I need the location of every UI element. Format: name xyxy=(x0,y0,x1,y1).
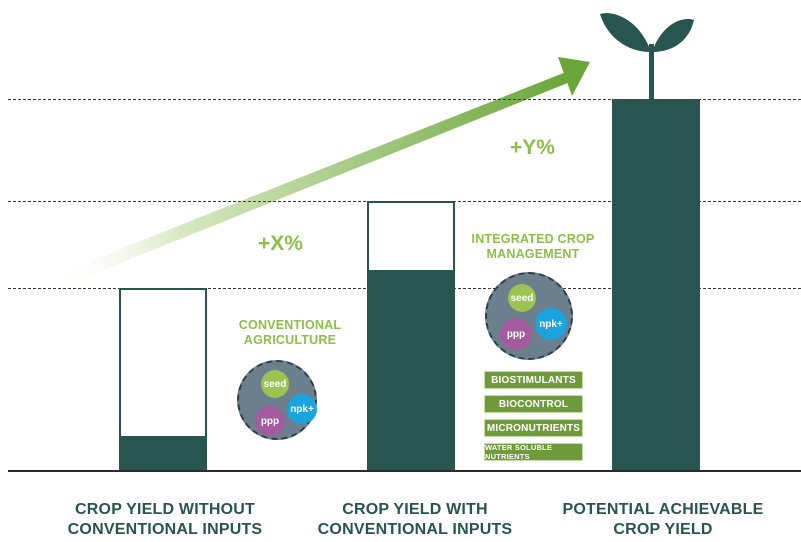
sprout-icon xyxy=(600,13,694,100)
category-potential: POTENTIAL ACHIEVABLE CROP YIELD xyxy=(562,501,764,538)
bar-without-inputs-fill xyxy=(121,436,205,468)
tag-biostimulants: BIOSTIMULANTS xyxy=(484,371,583,389)
seed-bubble: seed xyxy=(261,370,289,398)
conventional-agriculture-label: CONVENTIONAL AGRICULTURE xyxy=(238,318,342,347)
ppp-bubble-integrated: ppp xyxy=(500,318,532,350)
baseline xyxy=(8,470,801,472)
tag-micronutrients: MICRONUTRIENTS xyxy=(484,419,583,437)
bar-with-inputs xyxy=(367,201,455,470)
tag-biocontrol: BIOCONTROL xyxy=(484,395,583,413)
seed-bubble-integrated: seed xyxy=(508,284,536,312)
ppp-bubble: ppp xyxy=(255,406,285,436)
bar-without-inputs xyxy=(119,288,207,470)
npk-bubble: npk+ xyxy=(287,394,317,424)
bar-potential xyxy=(612,99,700,470)
tag-water-soluble-nutrients: WATER SOLUBLE NUTRIENTS xyxy=(484,443,583,461)
category-without-inputs: CROP YIELD WITHOUT CONVENTIONAL INPUTS xyxy=(67,501,263,538)
x-percent-label: +X% xyxy=(258,232,303,255)
category-with-inputs: CROP YIELD WITH CONVENTIONAL INPUTS xyxy=(317,501,513,538)
npk-bubble-integrated: npk+ xyxy=(535,308,567,340)
y-percent-label: +Y% xyxy=(510,136,555,159)
bar-with-inputs-fill xyxy=(369,270,453,468)
integrated-crop-management-label: INTEGRATED CROP MANAGEMENT xyxy=(471,232,595,261)
dashed-line-top xyxy=(8,99,801,100)
